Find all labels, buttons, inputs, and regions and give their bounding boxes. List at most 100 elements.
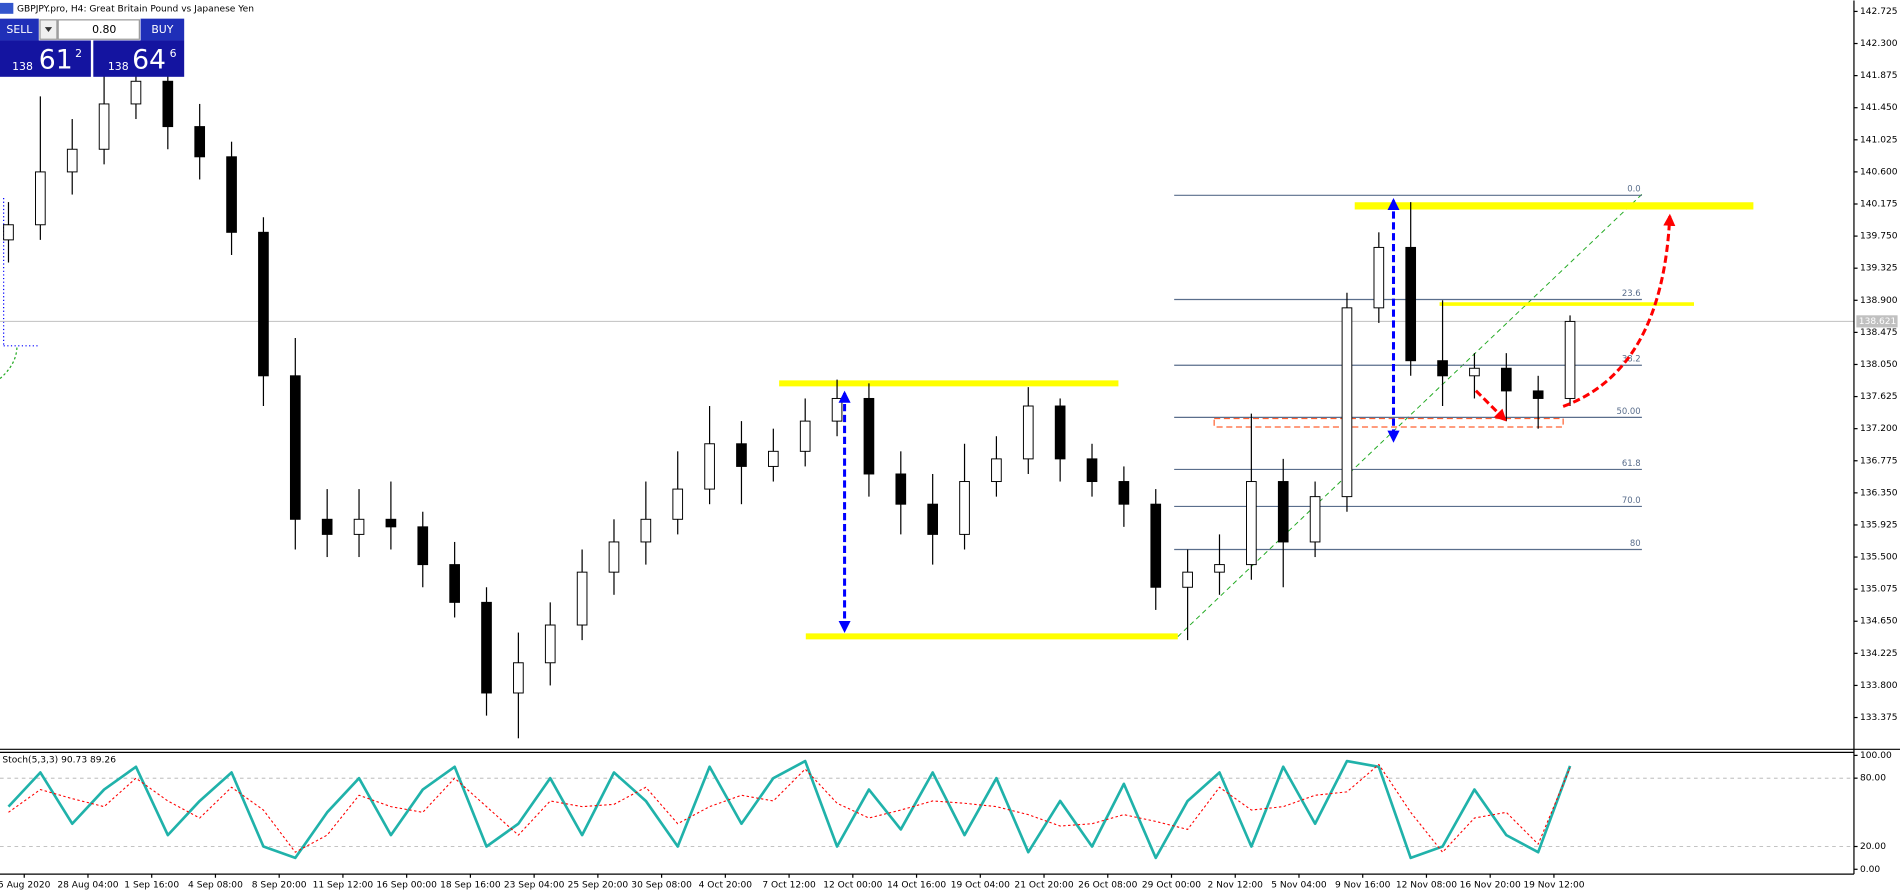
candle-body	[66, 148, 78, 173]
candle-body	[1405, 246, 1417, 362]
last-price-label: 138.621	[1859, 317, 1897, 327]
x-tick-label: 14 Oct 16:00	[887, 881, 946, 891]
x-tick-label: 19 Nov 12:00	[1523, 881, 1584, 891]
x-tick-label: 8 Sep 20:00	[252, 881, 307, 891]
x-tick-label: 18 Sep 16:00	[440, 881, 501, 891]
y-tick-label: 136.350	[1860, 488, 1898, 498]
ask-big: 138	[108, 60, 129, 73]
candle-body	[3, 224, 14, 241]
candle-body	[35, 171, 46, 226]
candle-body	[98, 103, 110, 150]
candle-body	[289, 375, 301, 520]
y-tick-label: 137.625	[1860, 392, 1898, 402]
x-tick-label: 28 Aug 04:00	[57, 881, 118, 891]
buy-button[interactable]	[140, 18, 185, 41]
fib-label: 0.0	[1627, 184, 1640, 194]
candle-body	[672, 488, 684, 520]
x-tick-label: 12 Oct 00:00	[823, 881, 882, 891]
candle-body	[959, 481, 970, 535]
candle-body	[576, 571, 588, 626]
y-tick-label: 80.00	[1860, 774, 1886, 784]
y-tick-label: 138.050	[1860, 360, 1898, 370]
x-tick-label: 19 Oct 04:00	[951, 881, 1010, 891]
candle-body	[353, 518, 365, 535]
y-tick-label: 140.600	[1860, 167, 1898, 177]
bid-point: 2	[75, 47, 82, 60]
x-tick-label: 12 Nov 08:00	[1396, 881, 1457, 891]
y-tick-label: 141.875	[1860, 71, 1898, 81]
fib-label: 61.8	[1622, 458, 1641, 468]
candle-body	[130, 80, 142, 105]
candle-body	[385, 518, 397, 528]
ask-point: 6	[170, 47, 177, 60]
x-tick-label: 25 Sep 20:00	[568, 881, 629, 891]
y-tick-label: 137.200	[1860, 424, 1898, 434]
fib-label: 80	[1630, 538, 1641, 548]
candle-body	[1054, 405, 1066, 460]
lot-input[interactable]	[57, 19, 140, 40]
candle-body	[544, 624, 556, 664]
fib-label: 50.00	[1616, 406, 1640, 416]
y-tick-label: 20.00	[1860, 842, 1886, 852]
candle-body	[704, 443, 715, 490]
candle-body	[449, 564, 460, 603]
y-tick-label: 100.00	[1860, 751, 1892, 761]
candle-body	[513, 662, 524, 694]
fib-label: 38.2	[1622, 354, 1641, 364]
x-tick-label: 23 Sep 04:00	[504, 881, 565, 891]
candle-body	[1086, 458, 1098, 483]
y-tick-label: 134.225	[1860, 649, 1898, 659]
y-tick-label: 142.725	[1860, 7, 1898, 17]
candle-body	[1532, 390, 1544, 399]
y-tick-label: 135.075	[1860, 585, 1898, 595]
candle-body	[927, 503, 939, 535]
x-tick-label: 2 Nov 12:00	[1208, 881, 1264, 891]
y-tick-label: 141.025	[1860, 135, 1898, 145]
y-tick-label: 139.750	[1860, 232, 1898, 242]
x-tick-label: 11 Sep 12:00	[313, 881, 374, 891]
candle-body	[1564, 320, 1576, 399]
ask-box[interactable]	[93, 40, 185, 77]
bid-box[interactable]	[0, 40, 91, 77]
projection-arrow	[1474, 389, 1507, 422]
candle-body	[1214, 564, 1225, 573]
sell-button[interactable]	[0, 18, 39, 41]
buy-label[interactable]: BUY	[151, 23, 173, 36]
candle-body	[1246, 481, 1257, 566]
y-tick-label: 135.500	[1860, 553, 1898, 563]
stoch-line	[8, 763, 1571, 853]
y-tick-label: 136.775	[1860, 456, 1898, 466]
sell-label[interactable]: SELL	[6, 23, 33, 36]
candle-body	[640, 518, 652, 543]
candle-body	[1437, 360, 1448, 377]
candle-body	[863, 397, 875, 475]
candle-body	[831, 397, 843, 422]
x-tick-label: 4 Oct 20:00	[699, 881, 753, 891]
x-tick-label: 26 Oct 08:00	[1078, 881, 1137, 891]
candle-body	[321, 518, 333, 535]
candle-body	[736, 443, 747, 467]
y-tick-label: 138.900	[1860, 296, 1898, 306]
y-tick-label: 139.325	[1860, 264, 1898, 274]
dropdown-arrow	[44, 27, 53, 32]
x-tick-label: 5 Nov 04:00	[1271, 881, 1327, 891]
candle-body	[1373, 246, 1385, 309]
y-tick-label: 133.375	[1860, 713, 1898, 723]
y-tick-label: 135.925	[1860, 520, 1898, 530]
candle-body	[194, 126, 206, 158]
lot-value[interactable]: 0.80	[92, 23, 116, 36]
fib-label: 70.0	[1622, 495, 1641, 505]
candle-body	[1022, 405, 1034, 460]
left-marker	[0, 345, 18, 379]
x-tick-label: 9 Nov 16:00	[1335, 881, 1391, 891]
y-tick-label: 141.450	[1860, 103, 1898, 113]
one-click-panel: SELL 0.80 BUY 138 61 2 138 64 6	[0, 18, 185, 77]
fib-label: 23.6	[1622, 288, 1641, 298]
candle-body	[417, 526, 429, 566]
x-tick-label: 16 Sep 00:00	[376, 881, 437, 891]
candle-body	[895, 473, 907, 505]
